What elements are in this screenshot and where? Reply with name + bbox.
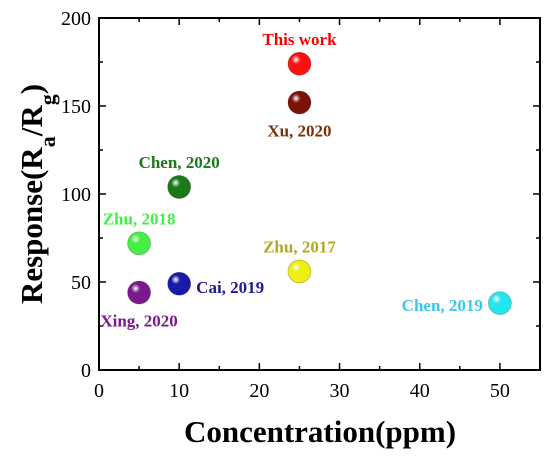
data-points xyxy=(127,51,512,316)
point-label: Chen, 2019 xyxy=(402,296,483,315)
y-axis-title-main: Response(R xyxy=(14,147,49,304)
x-tick-label: 0 xyxy=(94,380,104,402)
data-point xyxy=(127,280,151,305)
point-label: Xing, 2020 xyxy=(100,312,177,331)
data-point xyxy=(287,259,312,284)
data-point xyxy=(287,51,312,76)
y-tick-label: 0 xyxy=(81,360,91,382)
point-label: This work xyxy=(262,30,337,49)
x-tick-label: 10 xyxy=(169,380,189,402)
point-label: Cai, 2019 xyxy=(196,278,264,297)
data-point xyxy=(167,271,192,296)
data-point xyxy=(127,231,151,256)
x-tick-label: 40 xyxy=(410,380,430,402)
x-tick-label: 30 xyxy=(330,380,350,402)
y-axis-title-sub-a: a xyxy=(35,136,60,147)
data-point xyxy=(287,90,312,115)
axes: 0 10 20 30 40 50 0 50 100 150 200 xyxy=(61,8,541,402)
y-axis-title-end: ) xyxy=(14,84,49,94)
point-labels: This work Xu, 2020 Chen, 2020 Zhu, 2018 Zhu,… xyxy=(100,30,483,331)
x-tick-label: 50 xyxy=(490,380,510,402)
y-axis-title-mid: /R xyxy=(14,105,49,138)
data-point xyxy=(167,175,192,199)
y-tick-label: 150 xyxy=(61,96,91,118)
y-axis-title: Response(Ra/Rg) xyxy=(14,84,60,304)
point-label: Zhu, 2018 xyxy=(103,209,176,228)
y-tick-label: 200 xyxy=(61,8,91,30)
y-tick-label: 50 xyxy=(71,272,91,294)
point-label: Chen, 2020 xyxy=(139,153,220,172)
data-point xyxy=(488,291,512,316)
y-axis-title-sub-g: g xyxy=(35,94,60,105)
y-tick-label: 100 xyxy=(61,184,91,206)
point-label: Xu, 2020 xyxy=(267,121,331,140)
x-axis-title: Concentration(ppm) xyxy=(184,414,456,449)
point-label: Zhu, 2017 xyxy=(263,237,336,256)
x-tick-label: 20 xyxy=(249,380,269,402)
